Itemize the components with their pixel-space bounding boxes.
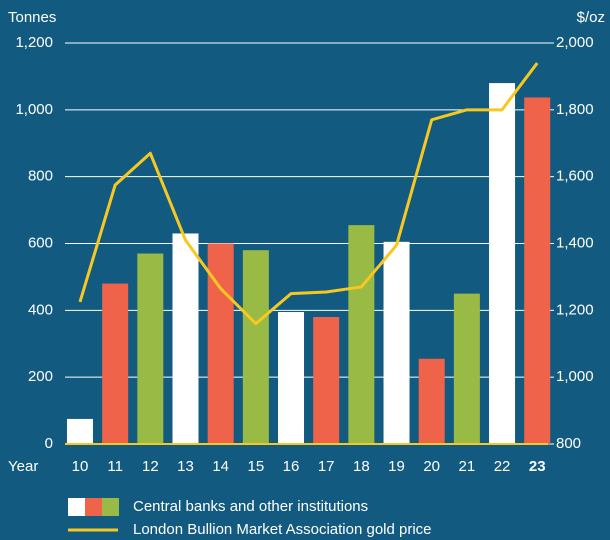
legend-label: Central banks and other institutions — [133, 498, 368, 515]
bar — [172, 233, 199, 444]
x-tick-label: 10 — [72, 458, 89, 475]
y2-tick-label: 1,000 — [556, 368, 594, 385]
y-tick-label: 1,200 — [15, 34, 53, 51]
y-tick-label: 400 — [28, 301, 53, 318]
bar — [66, 418, 93, 444]
x-tick-label: 15 — [247, 458, 264, 475]
x-tick-label: 17 — [318, 458, 335, 475]
y-axis-label: Tonnes — [8, 9, 56, 26]
y2-tick-label: 800 — [556, 435, 581, 452]
x-tick-label: 13 — [177, 458, 194, 475]
y-tick-label: 200 — [28, 368, 53, 385]
legend-swatch — [85, 498, 102, 516]
bar — [278, 312, 305, 444]
x-tick-label: 16 — [283, 458, 300, 475]
y-tick-label: 1,000 — [15, 101, 53, 118]
bar — [242, 250, 269, 444]
y2-axis-label: $/oz — [577, 9, 605, 26]
x-tick-label: 23 — [529, 458, 546, 475]
x-tick-label: 12 — [142, 458, 159, 475]
bar — [137, 253, 164, 444]
y2-tick-label: 2,000 — [556, 34, 594, 51]
x-tick-label: 18 — [353, 458, 370, 475]
y2-tick-label: 1,600 — [556, 168, 594, 185]
x-tick-label: 22 — [494, 458, 511, 475]
bar — [418, 358, 445, 444]
line — [78, 62, 539, 326]
x-axis-label: Year — [8, 458, 38, 475]
y-tick-label: 800 — [28, 168, 53, 185]
bar — [102, 283, 129, 444]
x-tick-label: 19 — [388, 458, 405, 475]
bar — [524, 97, 551, 444]
x-tick-label: 20 — [423, 458, 440, 475]
legend-swatch — [68, 498, 85, 516]
y2-tick-label: 1,200 — [556, 301, 594, 318]
bar — [348, 225, 375, 444]
y-tick-label: 600 — [28, 234, 53, 251]
x-tick-label: 11 — [107, 458, 123, 475]
y2-tick-label: 1,400 — [556, 234, 594, 251]
bar — [313, 317, 340, 444]
legend-label: London Bullion Market Association gold p… — [133, 521, 432, 538]
x-tick-label: 14 — [212, 458, 229, 475]
y-tick-label: 0 — [45, 435, 53, 452]
bar — [489, 83, 516, 444]
bar — [453, 293, 480, 444]
legend-swatch — [102, 498, 119, 516]
bar — [383, 241, 410, 444]
x-tick-label: 21 — [459, 458, 476, 475]
y2-tick-label: 1,800 — [556, 101, 594, 118]
